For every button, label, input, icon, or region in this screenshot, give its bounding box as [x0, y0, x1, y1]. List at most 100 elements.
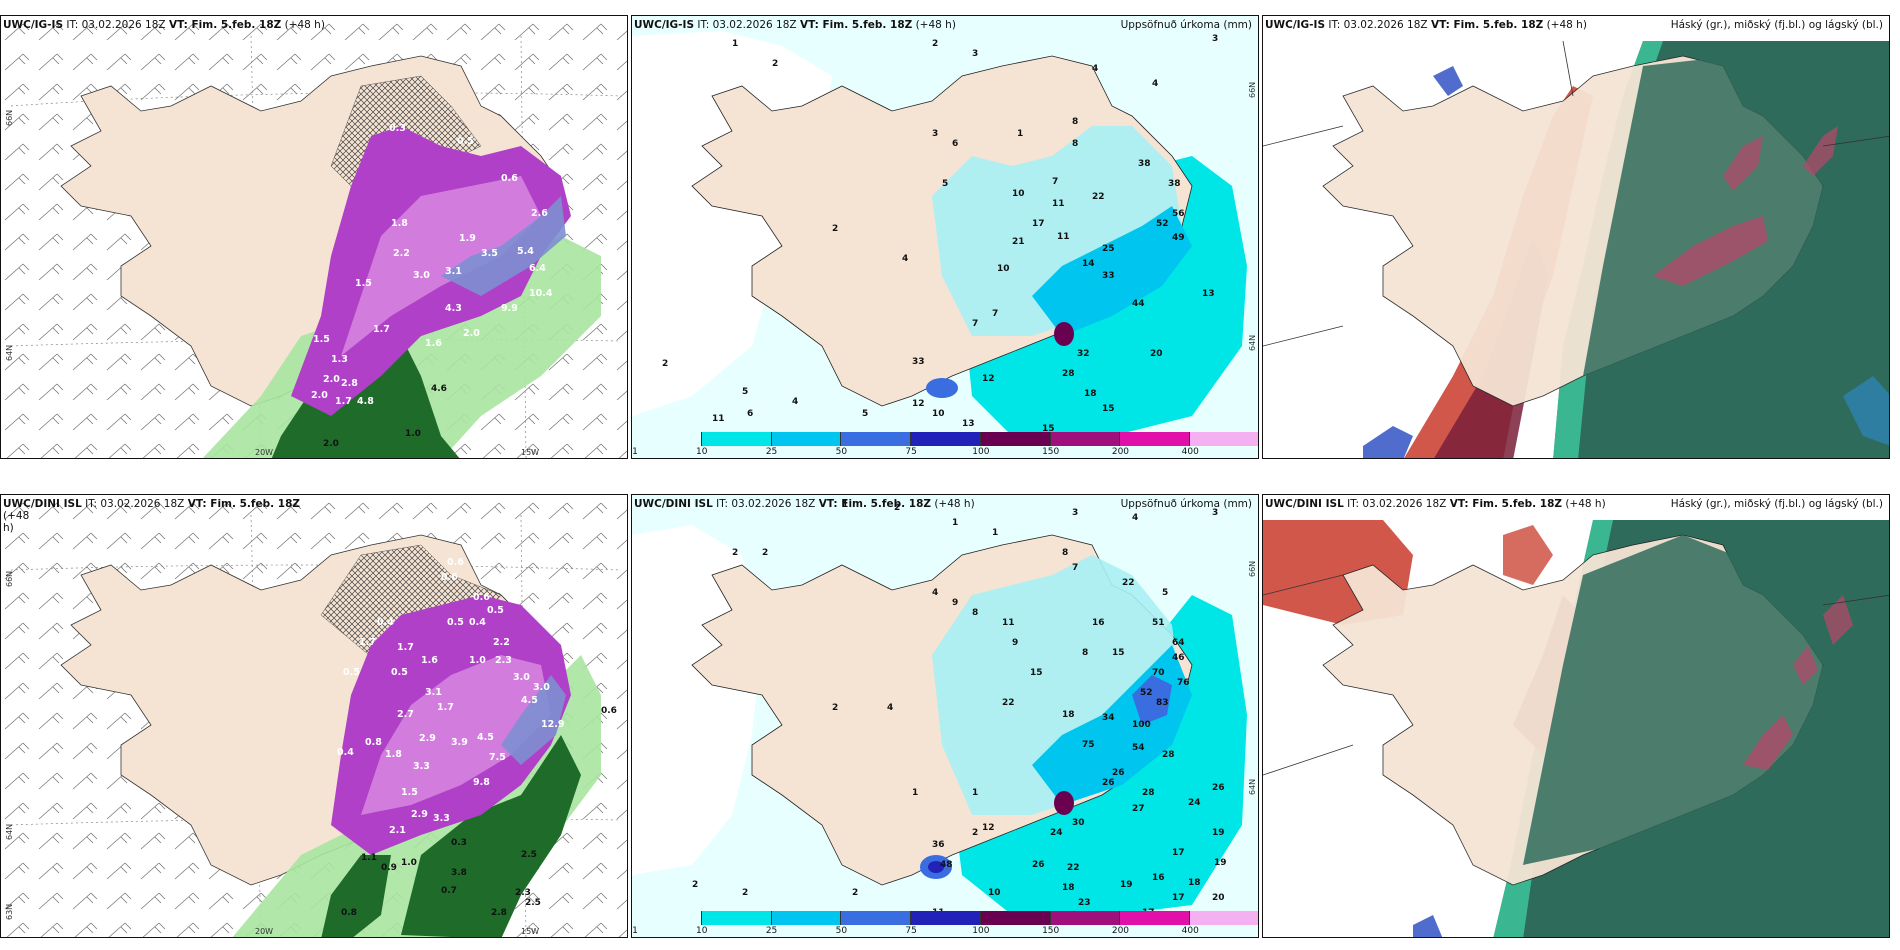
svg-text:2.5: 2.5 — [525, 898, 541, 908]
lat-label-64: 64N — [1248, 334, 1257, 351]
colorbar-swatch — [1120, 432, 1191, 446]
svg-text:2: 2 — [832, 224, 838, 234]
svg-text:5: 5 — [942, 179, 948, 189]
svg-text:5: 5 — [1162, 588, 1168, 598]
svg-text:1.6: 1.6 — [421, 655, 438, 666]
colorbar-swatch — [632, 911, 702, 925]
svg-text:64: 64 — [1172, 638, 1185, 648]
colorbar-swatch — [701, 432, 772, 446]
precip-max-core — [1054, 791, 1074, 815]
svg-text:1.7: 1.7 — [437, 702, 454, 713]
snow-lightpurple — [341, 176, 541, 356]
colorbar-tick-label: 25 — [765, 926, 778, 936]
svg-text:3: 3 — [972, 49, 978, 59]
colorbar-tick-label: 400 — [1181, 926, 1199, 936]
svg-text:3.3: 3.3 — [433, 813, 450, 824]
svg-text:0.6: 0.6 — [473, 592, 490, 603]
svg-text:6.4: 6.4 — [529, 263, 546, 274]
svg-text:24: 24 — [1050, 828, 1063, 838]
svg-text:1.0: 1.0 — [469, 655, 486, 666]
svg-text:1.5: 1.5 — [401, 787, 418, 798]
svg-text:10.4: 10.4 — [529, 288, 553, 299]
snow-lightpurple — [361, 655, 551, 815]
svg-text:70: 70 — [1152, 668, 1165, 678]
svg-text:0.6: 0.6 — [447, 557, 464, 568]
precip-colorbar: 1 10 25 50 75 100 150 200 400 — [632, 432, 1258, 458]
colorbar-tick-label: 50 — [835, 926, 848, 936]
svg-text:9.9: 9.9 — [501, 303, 518, 314]
svg-text:2.0: 2.0 — [311, 390, 328, 401]
svg-text:0.4: 0.4 — [377, 617, 394, 628]
svg-text:3: 3 — [1212, 508, 1218, 518]
svg-text:9: 9 — [952, 598, 958, 608]
svg-text:2.0: 2.0 — [323, 374, 340, 385]
svg-text:4: 4 — [887, 703, 893, 713]
colorbar-tick-label: 400 — [1181, 447, 1199, 457]
svg-text:25: 25 — [1102, 244, 1115, 254]
svg-text:1.7: 1.7 — [359, 637, 376, 648]
svg-text:1.9: 1.9 — [459, 233, 476, 244]
panel-title: UWC/DINI ISL IT: 03.02.2026 18Z VT: Fim.… — [634, 498, 975, 510]
svg-text:18: 18 — [1062, 710, 1075, 720]
svg-text:1.7: 1.7 — [335, 396, 352, 407]
svg-text:18: 18 — [1062, 883, 1075, 893]
svg-text:2: 2 — [692, 880, 698, 890]
svg-text:1.3: 1.3 — [331, 354, 348, 365]
svg-text:36: 36 — [932, 840, 945, 850]
svg-text:9: 9 — [1012, 638, 1018, 648]
colorbar-swatch — [911, 911, 981, 925]
svg-text:2.9: 2.9 — [411, 809, 428, 820]
svg-text:12: 12 — [982, 823, 995, 833]
svg-text:3.1: 3.1 — [445, 266, 462, 277]
panel-precip-dini: UWC/DINI ISL IT: 03.02.2026 18Z VT: Fim.… — [631, 494, 1259, 938]
svg-text:3.0: 3.0 — [533, 682, 550, 693]
snow-darkgreen — [401, 735, 581, 937]
svg-text:7.5: 7.5 — [489, 752, 506, 763]
colorbar-swatch — [841, 911, 912, 925]
svg-text:1.8: 1.8 — [385, 749, 402, 760]
colorbar-tick-label: 200 — [1111, 926, 1130, 936]
svg-text:5.4: 5.4 — [517, 246, 534, 257]
lat-label-64: 64N — [5, 823, 14, 840]
cloud-overlay-east — [1523, 535, 1823, 865]
colorbar-swatch — [911, 432, 981, 446]
svg-text:8: 8 — [1072, 117, 1078, 127]
precip-deep — [1032, 206, 1192, 336]
lon-label-15: 15W — [521, 927, 540, 936]
svg-text:19: 19 — [1212, 828, 1225, 838]
panel-variable: Uppsöfnuð úrkoma (mm) — [1120, 498, 1252, 510]
colorbar-tick-label: 25 — [765, 447, 778, 457]
svg-text:8: 8 — [972, 608, 978, 618]
svg-text:1: 1 — [912, 788, 918, 798]
colorbar-tick-label: 200 — [1111, 447, 1130, 457]
svg-text:2.6: 2.6 — [531, 208, 548, 219]
svg-text:2: 2 — [732, 548, 738, 558]
lon-label-15: 15W — [521, 448, 540, 457]
lon-label-20: 20W — [255, 448, 274, 457]
svg-text:2.0: 2.0 — [323, 439, 339, 449]
snow-blue — [441, 196, 566, 296]
colorbar-tick-label: 75 — [905, 447, 917, 457]
svg-text:0.7: 0.7 — [441, 886, 457, 896]
svg-text:2: 2 — [852, 888, 858, 898]
svg-text:1.7: 1.7 — [373, 324, 390, 335]
svg-text:38: 38 — [1138, 159, 1151, 169]
lat-label-66: 66N — [5, 109, 14, 126]
svg-text:3: 3 — [932, 129, 938, 139]
svg-text:11: 11 — [1052, 199, 1065, 209]
svg-text:26: 26 — [1212, 783, 1225, 793]
panel-title: UWC/IG-IS IT: 03.02.2026 18Z VT: Fim. 5.… — [634, 19, 956, 31]
svg-text:7: 7 — [1072, 563, 1078, 573]
panel-title: UWC/IG-IS IT: 03.02.2026 18Z VT: Fim. 5.… — [1265, 19, 1587, 31]
cloud-map-igis — [1263, 16, 1889, 458]
svg-text:18: 18 — [1084, 389, 1097, 399]
svg-text:1: 1 — [1017, 129, 1023, 139]
svg-text:0.5: 0.5 — [343, 667, 360, 678]
svg-text:1.8: 1.8 — [391, 218, 408, 229]
panel-clouds-dini: UWC/DINI ISL IT: 03.02.2026 18Z VT: Fim.… — [1262, 494, 1890, 938]
colorbar-swatch — [980, 432, 1051, 446]
svg-text:1.0: 1.0 — [401, 858, 417, 868]
panel-variable: Háský (gr.), miðský (fj.bl.) og lágský (… — [1670, 19, 1883, 31]
